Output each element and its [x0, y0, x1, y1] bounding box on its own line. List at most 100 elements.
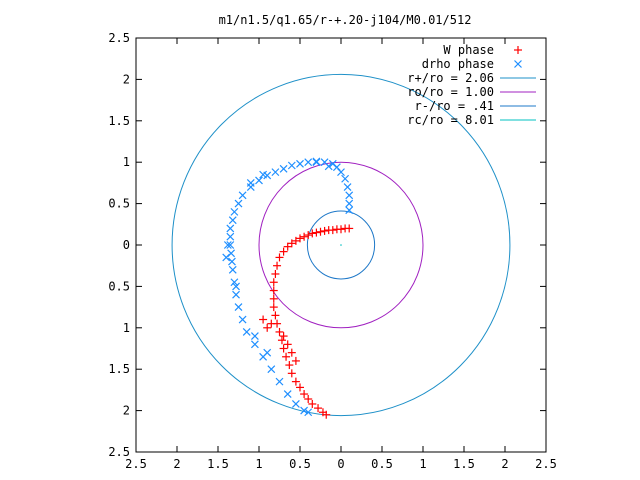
y-tick-label: 0.5 [108, 279, 130, 293]
drho-phase-point [222, 253, 231, 262]
w-phase-point [320, 226, 329, 235]
drho-phase-point [226, 232, 235, 241]
drho-phase-point [304, 158, 313, 167]
w-phase-point [304, 231, 313, 240]
w-phase-point [291, 377, 300, 386]
drho-phase-point [230, 278, 239, 287]
drho-phase-point [312, 158, 321, 167]
drho-phase-point [250, 332, 259, 341]
w-phase-point [332, 225, 341, 234]
drho-phase-point [287, 161, 296, 170]
y-tick-label: 1.5 [108, 362, 130, 376]
w-phase-point [263, 323, 272, 332]
w-phase-point [324, 226, 333, 235]
y-tick-label: 0 [123, 238, 130, 252]
x-tick-label: 0.5 [289, 457, 311, 471]
drho-phase-point [300, 406, 309, 415]
y-tick-label: 2.5 [108, 31, 130, 45]
w-phase-point [341, 224, 350, 233]
drho-phase-point [296, 159, 304, 168]
drho-phase-point [291, 400, 300, 408]
legend-label: W phase [443, 43, 494, 57]
x-tick-label: 0.5 [371, 457, 393, 471]
drho-phase-point [226, 241, 235, 249]
w-phase-point [322, 410, 331, 419]
drho-phase-point [250, 340, 259, 349]
w-phase-point [300, 390, 309, 399]
legend-label: drho phase [422, 57, 494, 71]
drho-phase-point [341, 174, 350, 183]
w-phase-point [282, 352, 291, 361]
drho-phase-point [345, 206, 354, 215]
x-tick-label: 0 [337, 457, 344, 471]
drho-phase-point [226, 224, 235, 233]
w-phase-point [269, 303, 278, 312]
w-phase-point [283, 340, 292, 349]
x-tick-label: 2 [173, 457, 180, 471]
x-tick-label: 1 [255, 457, 262, 471]
drho-phase-point [267, 365, 276, 374]
w-phase-point [275, 253, 284, 262]
legend-label: r+/ro = 2.06 [407, 71, 494, 85]
drho-phase-point [246, 178, 255, 187]
w-phase-point [287, 369, 296, 378]
drho-phase-point [271, 168, 280, 177]
drho-phase-point [228, 257, 236, 266]
legend-label: rc/ro = 8.01 [407, 113, 494, 127]
x-tick-label: 1 [419, 457, 426, 471]
circle-rro [171, 73, 511, 417]
drho-phase-point [234, 303, 243, 312]
x-tick-label: 2 [501, 457, 508, 471]
legend-marker-cross [514, 60, 522, 68]
drho-phase-point [304, 408, 313, 417]
w-phase-point [296, 383, 304, 392]
w-phase-point [269, 294, 278, 303]
w-phase-point [312, 228, 321, 237]
w-phase-point [296, 234, 304, 243]
legend-marker-plus [514, 46, 522, 54]
w-phase-point [291, 236, 300, 245]
drho-phase-point [343, 183, 352, 191]
w-phase-point [287, 348, 296, 357]
legend-label: r-/ro = .41 [415, 99, 494, 113]
drho-phase-point [255, 176, 263, 185]
drho-phase-point [228, 265, 237, 274]
drho-phase-point [232, 282, 240, 291]
y-tick-label: 2 [123, 404, 130, 418]
drho-phase-point [238, 315, 247, 324]
drho-phase-point [337, 168, 345, 177]
circle-rro [306, 210, 376, 280]
w-phase-point [300, 232, 309, 241]
w-phase-point [259, 315, 268, 324]
w-phase-point [308, 399, 317, 408]
w-phase-point [291, 356, 300, 365]
w-phase-point [273, 261, 282, 270]
w-phase-point [277, 336, 286, 345]
y-tick-label: 1 [123, 155, 130, 169]
x-tick-label: 1.5 [207, 457, 229, 471]
x-tick-label: 1.5 [453, 457, 475, 471]
w-phase-point [269, 286, 278, 295]
drho-phase-point [223, 241, 232, 249]
drho-phase-point [242, 328, 251, 336]
w-phase-point [314, 404, 323, 413]
drho-phase-point [230, 207, 239, 216]
drho-phase-point [324, 162, 333, 171]
drho-phase-point [345, 199, 354, 208]
chart-title: m1/n1.5/q1.65/r-+.20-j104/M0.01/512 [219, 13, 472, 27]
y-tick-label: 1 [123, 321, 130, 335]
drho-phase-point [345, 191, 354, 200]
w-phase-point [279, 344, 288, 353]
w-phase-point [267, 319, 276, 328]
y-tick-label: 2.5 [108, 445, 130, 459]
drho-phase-point [263, 348, 272, 357]
drho-phase-point [232, 290, 240, 299]
y-tick-label: 0.5 [108, 197, 130, 211]
w-phase-point [279, 247, 288, 256]
w-phase-point [287, 239, 296, 248]
y-tick-label: 2 [123, 72, 130, 86]
legend-label: ro/ro = 1.00 [407, 85, 494, 99]
drho-phase-point [328, 159, 337, 168]
w-phase-point [269, 278, 278, 287]
